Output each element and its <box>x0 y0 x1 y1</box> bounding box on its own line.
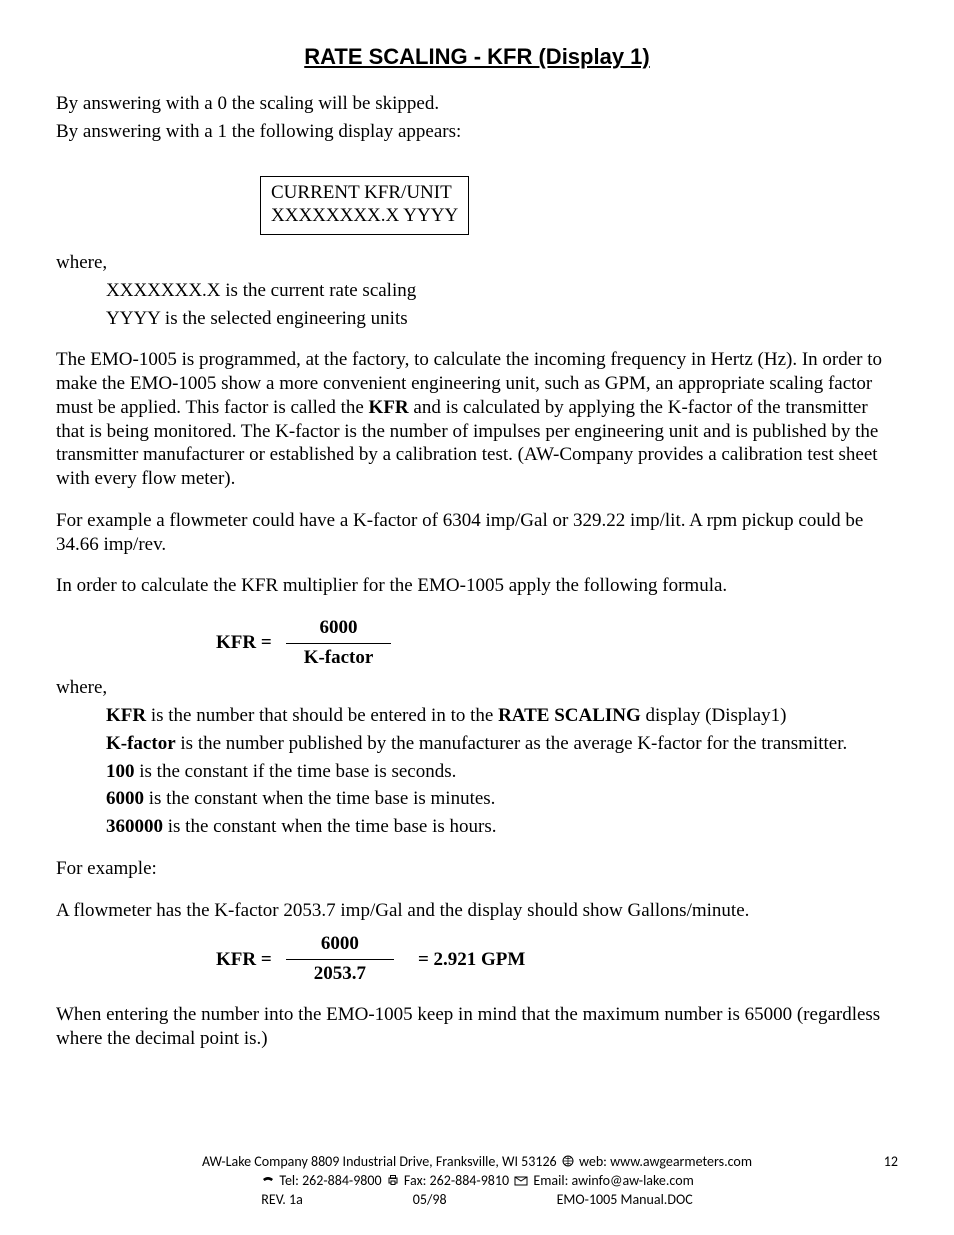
kfr-explanation-paragraph: The EMO-1005 is programmed, at the facto… <box>56 348 898 491</box>
def-kfr: KFR is the number that should be entered… <box>106 704 898 728</box>
intro-block: By answering with a 0 the scaling will b… <box>56 92 898 144</box>
footer-web: www.awgearmeters.com <box>610 1153 752 1170</box>
where-definitions-2: KFR is the number that should be entered… <box>56 704 898 839</box>
formula1-denominator: K-factor <box>286 646 392 671</box>
formula2-numerator: 6000 <box>293 932 387 957</box>
def-6000-text: is the constant when the time base is mi… <box>144 788 495 809</box>
formula1-fraction: 6000 K-factor <box>286 616 392 670</box>
lcd-line-1: CURRENT KFR/UNIT <box>271 181 458 205</box>
def-360000-text: is the constant when the time base is ho… <box>163 816 497 837</box>
kfr-example-formula: KFR = 6000 2053.7 = 2.921 GPM <box>56 932 898 986</box>
email-icon <box>514 1173 528 1191</box>
page-title: RATE SCALING - KFR (Display 1) <box>56 44 898 70</box>
formula2-fraction: 6000 2053.7 <box>286 932 394 986</box>
example-intro: A flowmeter has the K-factor 2053.7 imp/… <box>56 899 898 923</box>
def-360000: 360000 is the constant when the time bas… <box>106 815 898 839</box>
def-6000: 6000 is the constant when the time base … <box>106 787 898 811</box>
formula2-result: = 2.921 GPM <box>418 949 525 971</box>
where-definitions-1: XXXXXXX.X is the current rate scaling YY… <box>56 279 898 331</box>
def-100-text: is the constant if the time base is seco… <box>135 761 457 782</box>
where-label-2: where, <box>56 676 898 700</box>
kfr-bold: KFR <box>369 397 409 418</box>
footer-doc: EMO-1005 Manual.DOC <box>557 1191 693 1209</box>
globe-icon <box>562 1154 574 1172</box>
def-kfactor-bold: K-factor <box>106 733 176 754</box>
phone-icon <box>262 1173 274 1191</box>
footer-email: awinfo@aw-lake.com <box>571 1172 693 1189</box>
footer-email-label: Email: <box>530 1172 571 1189</box>
max-number-note: When entering the number into the EMO-10… <box>56 1003 898 1051</box>
formula1-lhs: KFR = <box>216 632 272 654</box>
def-360000-bold: 360000 <box>106 816 163 837</box>
for-example-label: For example: <box>56 857 898 881</box>
footer-fax-label: Fax: <box>401 1172 430 1189</box>
def-6000-bold: 6000 <box>106 788 144 809</box>
formula1-numerator: 6000 <box>302 616 376 641</box>
footer-tel-label: Tel: <box>276 1172 302 1189</box>
intro-line-2: By answering with a 1 the following disp… <box>56 120 898 144</box>
page-footer: 12 AW-Lake Company 8809 Industrial Drive… <box>0 1153 954 1209</box>
lcd-line-2: XXXXXXXX.X YYYY <box>271 204 458 228</box>
where1-line1: XXXXXXX.X is the current rate scaling <box>106 279 898 303</box>
kfactor-example-paragraph: For example a flowmeter could have a K-f… <box>56 509 898 557</box>
def-kfr-text2: display (Display1) <box>641 705 787 726</box>
lcd-display-box: CURRENT KFR/UNIT XXXXXXXX.X YYYY <box>260 176 469 236</box>
page-number: 12 <box>884 1153 898 1171</box>
fax-icon <box>387 1173 399 1191</box>
formula-intro-paragraph: In order to calculate the KFR multiplier… <box>56 574 898 598</box>
def-kfactor: K-factor is the number published by the … <box>106 732 898 756</box>
formula2-denominator: 2053.7 <box>286 962 394 987</box>
def-kfactor-text: is the number published by the manufactu… <box>176 733 848 754</box>
formula2-lhs: KFR = <box>216 949 272 971</box>
def-rate-scaling-bold: RATE SCALING <box>498 705 641 726</box>
where-label-1: where, <box>56 251 898 275</box>
def-kfr-text: is the number that should be entered in … <box>146 705 498 726</box>
def-kfr-bold: KFR <box>106 705 146 726</box>
footer-address: AW-Lake Company 8809 Industrial Drive, F… <box>202 1153 557 1170</box>
fraction-bar-2 <box>286 959 394 960</box>
footer-rev: REV. 1a <box>261 1191 302 1209</box>
footer-date: 05/98 <box>413 1191 447 1209</box>
footer-tel: 262-884-9800 <box>302 1172 382 1189</box>
fraction-bar <box>286 643 392 644</box>
kfr-formula: KFR = 6000 K-factor <box>56 616 898 670</box>
footer-fax: 262-884-9810 <box>430 1172 510 1189</box>
intro-line-1: By answering with a 0 the scaling will b… <box>56 92 898 116</box>
footer-web-label: web: <box>576 1153 610 1170</box>
def-100: 100 is the constant if the time base is … <box>106 760 898 784</box>
def-100-bold: 100 <box>106 761 135 782</box>
where1-line2: YYYY is the selected engineering units <box>106 307 898 331</box>
